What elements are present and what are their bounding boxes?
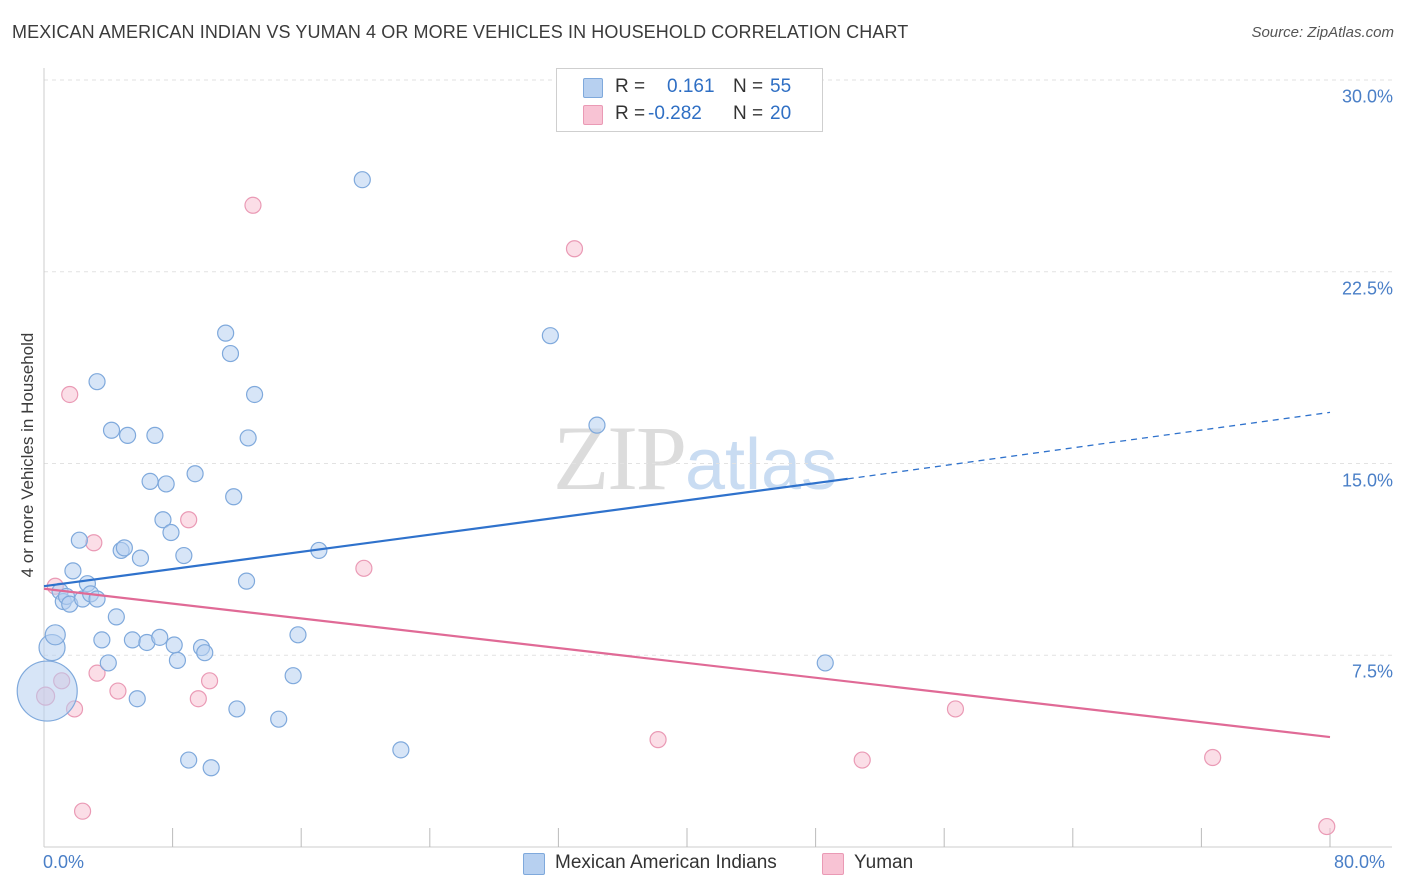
yuman-point <box>189 690 207 708</box>
yuman-point <box>200 672 219 690</box>
yuman-point <box>61 385 79 404</box>
y-tick-label: 7.5% <box>1351 661 1393 682</box>
mexican-american-indian-point <box>168 651 187 669</box>
chart-title: MEXICAN AMERICAN INDIAN VS YUMAN 4 OR MO… <box>12 22 909 42</box>
mexican-american-indian-point <box>88 373 106 391</box>
mexican-american-indian-point <box>239 429 257 447</box>
mexican-american-indian-point <box>228 700 246 718</box>
mexican-american-indian-point <box>118 426 137 444</box>
mexican-american-indian-point <box>165 636 183 654</box>
mexican-american-indian-point <box>102 421 121 439</box>
mexican-american-indian-point <box>141 472 159 490</box>
yuman-point <box>73 802 92 820</box>
mexican-american-indian-point <box>221 344 240 363</box>
r-label: R = <box>615 76 646 97</box>
gridlines <box>44 79 1392 656</box>
mexican-american-indian-point <box>180 751 198 769</box>
r-label: R = <box>615 103 646 124</box>
yuman-point <box>88 664 106 682</box>
mexican-american-indian-point <box>175 546 193 565</box>
y-tick-label: 30.0% <box>1341 86 1393 107</box>
yuman-point <box>1318 817 1336 836</box>
mexican-american-indian-point <box>816 654 834 672</box>
r-value: 0.161 <box>667 76 715 97</box>
mexican-american-indian-point <box>237 572 256 590</box>
mexican-american-indian-point <box>99 654 117 672</box>
yuman-point <box>355 559 373 577</box>
y-tick-label: 15.0% <box>1341 470 1393 490</box>
correlation-legend: R = 0.161 N = 55 R = -0.282 N = 20 <box>556 68 823 132</box>
yuman-point <box>85 534 103 552</box>
mexican-american-indian-point <box>107 608 125 626</box>
axes <box>43 68 1392 848</box>
yuman-point <box>180 511 198 529</box>
n-value: 55 <box>770 76 792 97</box>
mexican-american-indian-point <box>162 523 180 542</box>
mexican-american-indian-point <box>588 416 606 434</box>
yuman-point <box>853 751 871 769</box>
blue-swatch <box>583 78 603 98</box>
mexican-american-indian-point <box>353 171 371 189</box>
mexican-american-indian-point <box>151 628 169 646</box>
mexican-american-indian-point <box>131 549 150 567</box>
n-label: N = <box>733 76 764 97</box>
x-tick-label-min: 0.0% <box>43 852 85 872</box>
watermark-atlas: atlas <box>685 425 838 505</box>
n-label: N = <box>733 103 764 124</box>
blue-swatch <box>523 853 545 875</box>
mexican-american-indian-point <box>225 488 243 506</box>
x-tick-label-max: 80.0% <box>1334 852 1386 872</box>
pink-swatch <box>822 853 844 875</box>
series-name: Mexican American Indians <box>555 852 777 873</box>
blue-trend-extension <box>847 411 1331 480</box>
r-value: -0.282 <box>648 103 702 124</box>
mexican-american-indian-point <box>123 631 142 649</box>
mexican-american-indian-points <box>16 171 834 777</box>
mexican-american-indian-point <box>284 667 302 685</box>
mexican-american-indian-point <box>154 511 172 529</box>
yuman-point <box>109 682 127 700</box>
yuman-points <box>36 196 1336 836</box>
y-axis-label: 4 or more Vehicles in Household <box>18 332 37 578</box>
mexican-american-indian-point <box>392 741 410 759</box>
pink-swatch <box>583 105 603 125</box>
mexican-american-indian-point <box>541 327 559 345</box>
watermark-zip: ZIP <box>553 407 687 509</box>
mexican-american-indian-point <box>16 660 78 722</box>
mexican-american-indian-point <box>270 710 288 728</box>
mexican-american-indian-point <box>64 562 82 580</box>
yuman-point <box>649 731 667 749</box>
trend-lines <box>43 411 1331 739</box>
mexican-american-indian-point <box>196 644 214 662</box>
mexican-american-indian-point <box>146 426 164 444</box>
mexican-american-indian-point <box>157 475 175 493</box>
yuman-point <box>244 196 262 214</box>
yuman-point <box>946 700 965 718</box>
mexican-american-indian-point <box>70 531 88 549</box>
y-tick-label: 22.5% <box>1341 278 1393 299</box>
mexican-american-indian-point <box>245 385 264 404</box>
mexican-american-indian-point <box>217 324 235 342</box>
mexican-american-indian-point <box>115 539 133 557</box>
mexican-american-indian-point <box>186 465 204 483</box>
mexican-american-indian-point <box>289 626 307 644</box>
pink-trend-line <box>43 587 1331 739</box>
mexican-american-indian-point <box>93 631 111 649</box>
watermark: ZIPatlas <box>553 405 837 511</box>
yuman-point <box>565 240 584 258</box>
source-label: Source: ZipAtlas.com <box>1251 24 1394 41</box>
n-value: 20 <box>770 103 792 124</box>
blue-trend-line <box>43 477 848 588</box>
yuman-point <box>1204 748 1222 767</box>
mexican-american-indian-point <box>202 759 220 777</box>
mexican-american-indian-point <box>128 690 146 708</box>
series-name: Yuman <box>854 852 914 873</box>
mexican-american-indian-point <box>44 624 66 646</box>
